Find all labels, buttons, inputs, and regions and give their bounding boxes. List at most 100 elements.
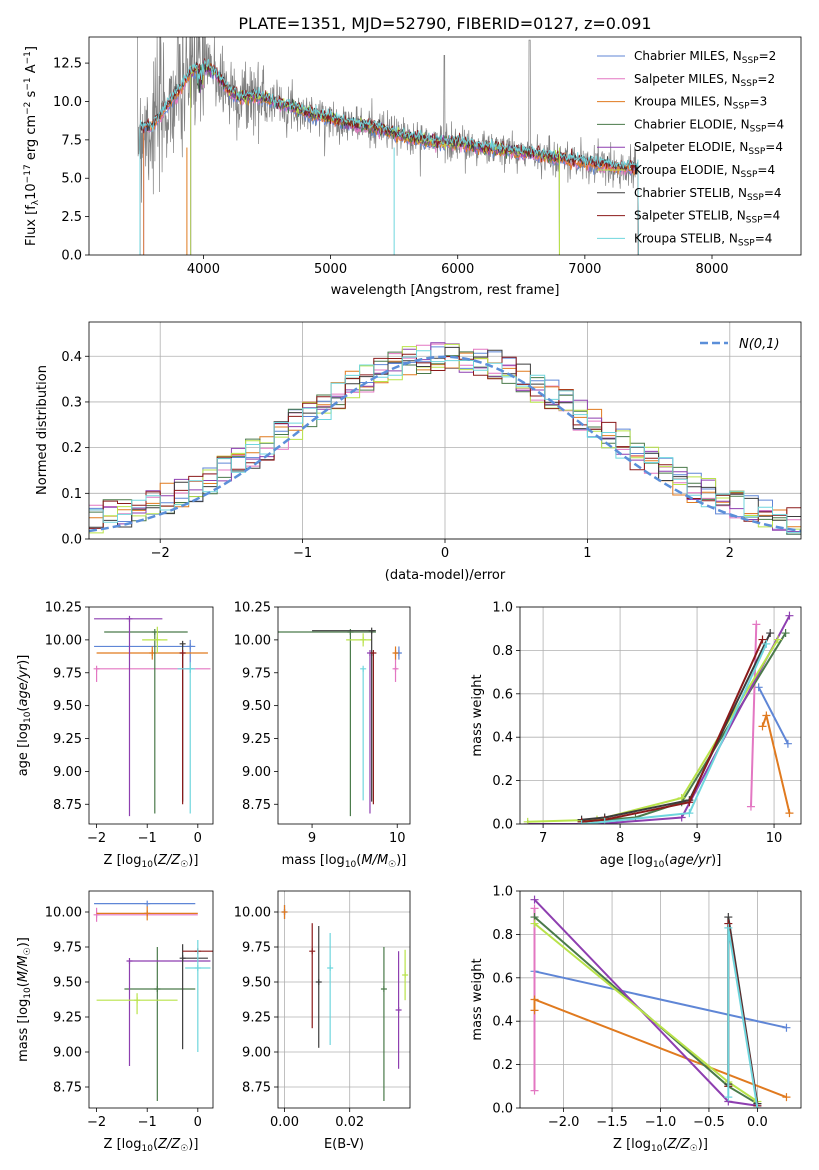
- y-tick-label: 9.00: [53, 1046, 82, 1061]
- point-marker: [380, 986, 387, 992]
- errorbar-kroupa-stelib: [177, 662, 196, 814]
- y-tick-label: 9.25: [242, 1011, 271, 1026]
- weight-marker: [685, 798, 694, 807]
- weight-line-chabrier-elodie: [533, 916, 758, 1105]
- weight-marker: [762, 711, 771, 720]
- frame-mass-vs-Z: [88, 890, 214, 1109]
- point-marker: [315, 979, 322, 985]
- y-tick-label: 9.75: [53, 941, 82, 956]
- legend-entry-kroupa-miles: Kroupa MILES, NSSP=3: [634, 95, 767, 112]
- y-tick-label: 10.25: [234, 601, 271, 616]
- x-tick-label: −1.0: [645, 1115, 677, 1130]
- weight-marker: [530, 995, 539, 1004]
- legend-entry-normal: N(0,1): [739, 337, 780, 352]
- y-tick-label: 0.1: [61, 487, 82, 502]
- x-tick-label: −2: [87, 831, 106, 846]
- x-tick-label: −1: [293, 546, 312, 561]
- y-tick-label: 8.75: [242, 1081, 271, 1096]
- y-tick-label: 9.75: [242, 941, 271, 956]
- errorbar-salpeter-miles: [93, 907, 198, 922]
- normal-reference-curve: [89, 355, 801, 533]
- errorbar-chabrier-elodie: [380, 947, 387, 1101]
- errorbar-chabrier-stelib: [312, 627, 376, 802]
- point-marker: [126, 615, 133, 622]
- point-marker: [370, 650, 377, 657]
- point-marker: [347, 628, 354, 635]
- point-marker: [134, 997, 141, 1004]
- point-marker: [360, 636, 367, 643]
- x-tick-label: 10: [389, 831, 406, 846]
- errorbar-salpeter-elodie: [94, 615, 163, 817]
- weight-marker: [530, 904, 539, 913]
- frame-mass-weight-vs-age: [519, 606, 802, 825]
- y-tick-label: 9.25: [242, 732, 271, 747]
- errorbar-kroupa-miles: [96, 646, 208, 660]
- errorbar-chabrier-elodie: [278, 628, 376, 817]
- weight-marker: [577, 820, 586, 824]
- plot-area-residuals: [89, 342, 801, 535]
- legend-entry-chabrier-miles: Chabrier MILES, NSSP=2: [634, 49, 776, 66]
- y-tick-label: 10.00: [234, 906, 271, 921]
- x-axis-label: wavelength [Angstrom, rest frame]: [331, 283, 560, 298]
- weight-marker: [600, 817, 609, 824]
- plot-area-spectrum: [137, 37, 639, 255]
- weight-marker: [773, 635, 782, 644]
- legend-entry-salpeter-stelib: Salpeter STELIB, NSSP=4: [634, 209, 780, 226]
- x-tick-label: −2: [87, 1115, 106, 1130]
- weight-line-salpeter-elodie: [527, 615, 791, 824]
- errorbar-kroupa-miles: [392, 646, 399, 660]
- y-tick-label: 0.2: [492, 1058, 513, 1073]
- weight-line-kroupa-elodie: [527, 638, 779, 823]
- model-spectrum-kroupa-miles: [143, 65, 639, 255]
- errorbar-chabrier-stelib: [315, 926, 322, 1048]
- x-tick-label: 8: [616, 831, 624, 846]
- errorbar-salpeter-stelib: [370, 650, 377, 805]
- weight-marker: [754, 683, 763, 692]
- point-marker: [126, 958, 133, 964]
- point-marker: [194, 965, 201, 971]
- errorbar-chabrier-miles: [94, 639, 196, 673]
- weight-marker: [785, 809, 794, 818]
- weight-marker: [753, 1104, 762, 1108]
- y-tick-label: 9.50: [53, 699, 82, 714]
- point-marker: [187, 665, 194, 672]
- x-tick-label: 0: [194, 831, 202, 846]
- x-axis-label: Z [log10(Z/Z☉)]: [104, 1137, 199, 1154]
- x-tick-label: 0.0: [747, 1115, 768, 1130]
- point-marker: [179, 650, 186, 657]
- y-axis-label: age [log10(age/yr)]: [16, 655, 33, 777]
- weight-marker: [785, 611, 794, 620]
- plot-area-age-vs-Z: [93, 615, 211, 817]
- errorbar-salpeter-elodie: [395, 951, 402, 1069]
- y-tick-label: 9.50: [242, 699, 271, 714]
- y-tick-label: 0.0: [492, 818, 513, 833]
- x-tick-label: 7000: [568, 262, 601, 277]
- y-tick-label: 0.0: [61, 249, 82, 264]
- errorbar-salpeter-miles: [392, 655, 399, 682]
- weight-marker: [782, 1023, 791, 1032]
- y-axis-label: Normed distribution: [35, 365, 50, 495]
- x-axis-label: E(B-V): [324, 1137, 364, 1152]
- frame-age-vs-Z: [88, 606, 214, 825]
- y-tick-label: 9.75: [53, 666, 82, 681]
- errorbar-kroupa-miles: [96, 906, 198, 921]
- x-tick-label: 0: [441, 546, 449, 561]
- legend-entry-salpeter-miles: Salpeter MILES, NSSP=2: [634, 72, 775, 89]
- x-tick-label: −2.0: [548, 1115, 580, 1130]
- x-axis-label: Z [log10(Z/Z☉)]: [104, 853, 199, 870]
- y-tick-label: 1.0: [492, 885, 513, 900]
- weight-marker: [783, 739, 792, 748]
- point-marker: [144, 910, 151, 917]
- errorbar-kroupa-elodie: [142, 626, 168, 654]
- frame-age-vs-mass: [277, 606, 411, 825]
- axes-mass-weight-vs-age: [516, 606, 801, 828]
- histogram-salpeter-elodie: [89, 342, 801, 532]
- y-tick-label: 9.25: [53, 732, 82, 747]
- weight-marker: [752, 620, 761, 629]
- errorbar-chabrier-elodie: [104, 628, 188, 814]
- x-tick-label: 7: [539, 831, 547, 846]
- y-tick-label: 10.25: [45, 601, 82, 616]
- x-tick-label: 9: [693, 831, 701, 846]
- errorbar-chabrier-stelib: [179, 944, 208, 1050]
